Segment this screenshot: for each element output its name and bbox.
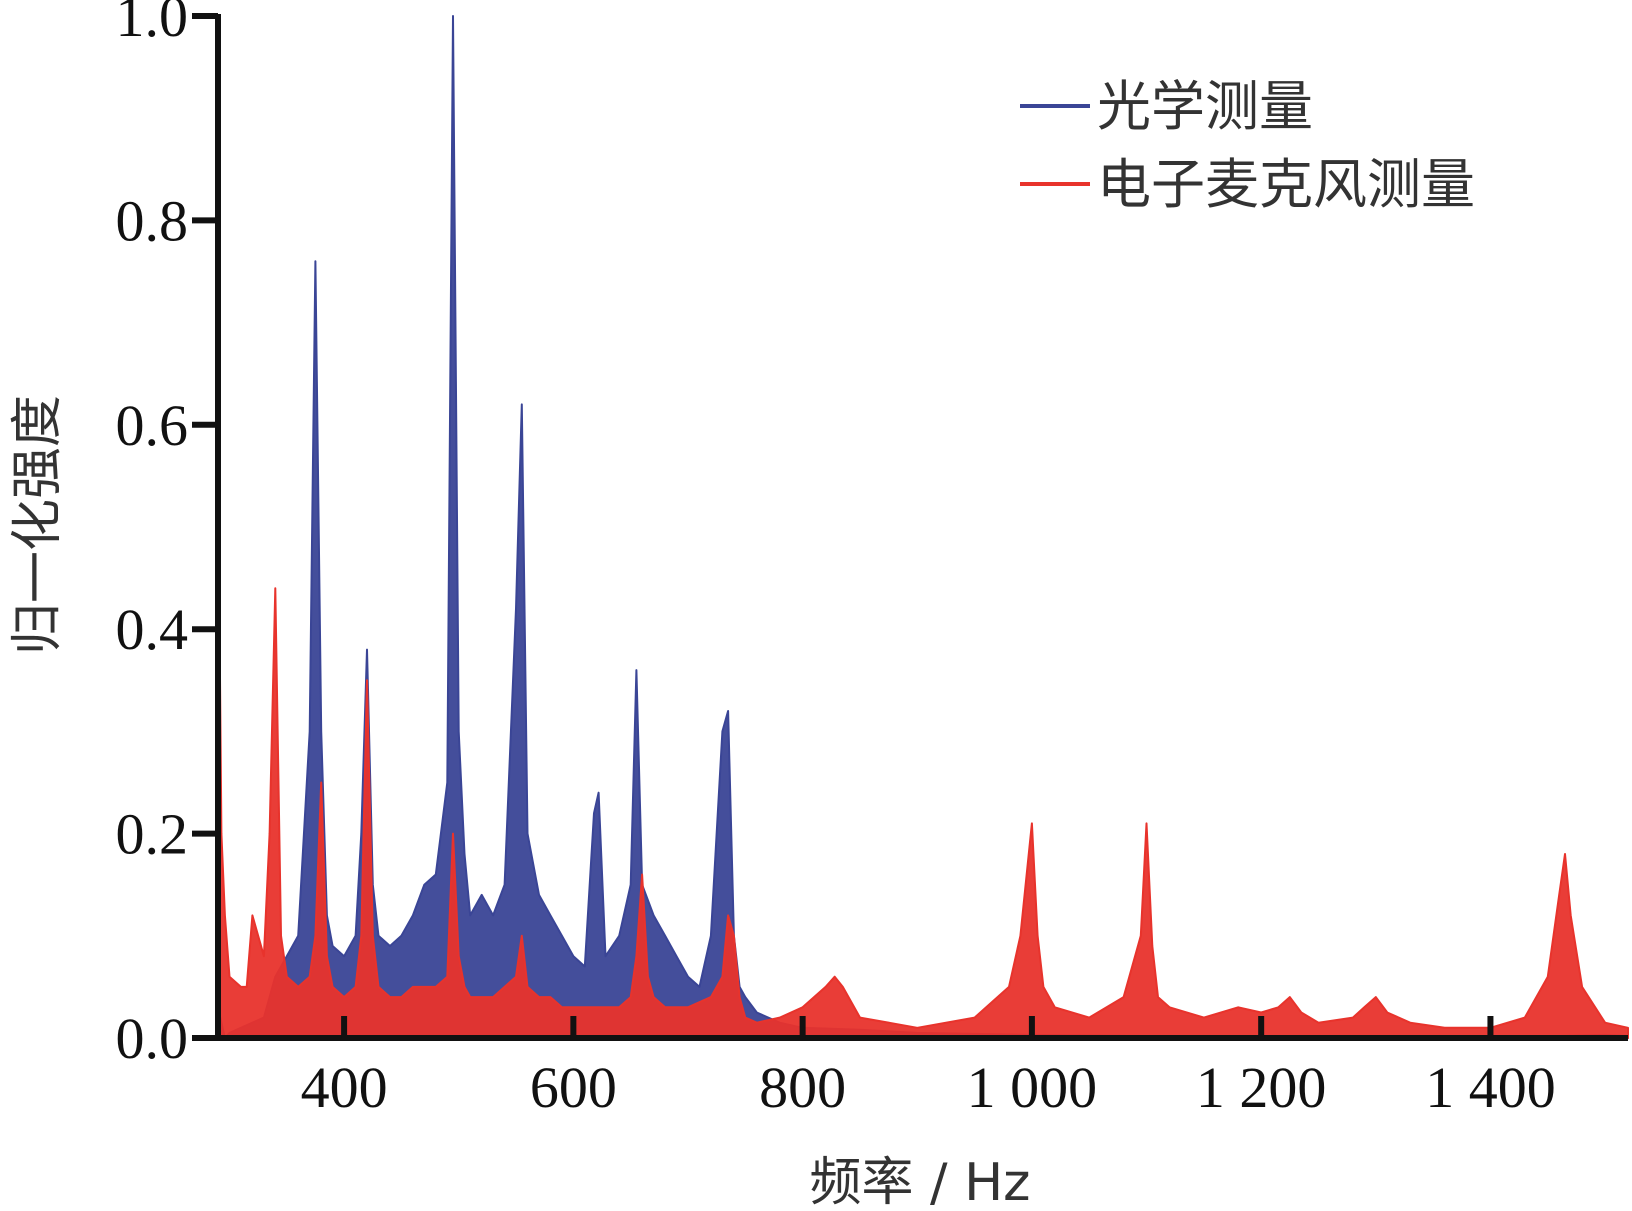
series-1	[217, 454, 1629, 1039]
legend: 光学测量 电子麦克风测量	[1020, 75, 1475, 216]
x-tick-label: 800	[759, 1055, 846, 1120]
x-axis-title: 频率 / Hz	[810, 1153, 1031, 1211]
x-tick-label: 1 400	[1425, 1055, 1556, 1120]
series-layer	[217, 15, 1629, 1039]
y-tick-label: 0.2	[116, 802, 189, 867]
legend-label-microphone: 电子麦克风测量	[1097, 153, 1475, 216]
y-tick-label: 1.0	[116, 0, 189, 49]
axes-layer	[215, 14, 1628, 1041]
y-axis-title: 归一化强度	[8, 395, 68, 655]
y-tick-label: 0.0	[116, 1006, 189, 1071]
x-tick-label: 400	[301, 1055, 388, 1120]
x-tick-label: 1 000	[967, 1055, 1098, 1120]
legend-label-optical: 光学测量	[1097, 75, 1313, 138]
x-tick-label: 600	[530, 1055, 617, 1120]
x-tick-label: 1 200	[1196, 1055, 1327, 1120]
y-tick-label: 0.4	[116, 597, 189, 662]
ticks-layer: 0.0 0.2 0.4 0.6 0.8 1.0 400 600 800 1 000 1 200 1 4…	[116, 0, 1556, 1120]
y-tick-label: 0.8	[116, 188, 189, 253]
y-tick-label: 0.6	[116, 393, 189, 458]
